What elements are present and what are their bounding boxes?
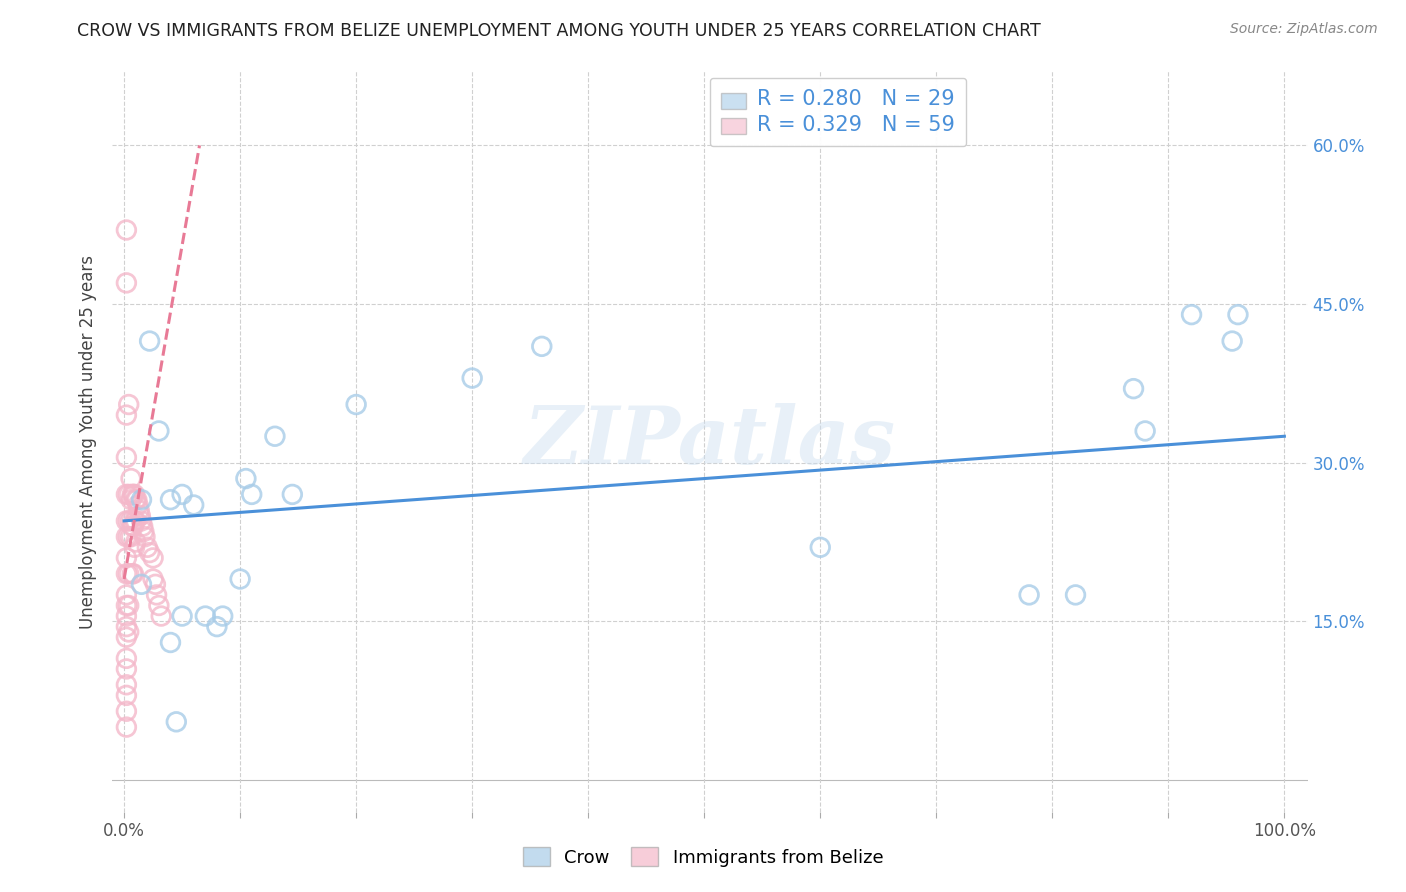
Point [115, 609, 138, 624]
Point [122, 519, 145, 533]
Point [115, 276, 138, 290]
Point [115, 588, 138, 602]
Y-axis label: Unemployment Among Youth under 25 years: Unemployment Among Youth under 25 years [79, 254, 97, 629]
Point [115, 720, 138, 734]
Point [1133, 424, 1156, 438]
Point [145, 588, 167, 602]
Point [211, 609, 233, 624]
Point [138, 334, 160, 348]
Point [344, 398, 367, 412]
Point [118, 514, 141, 528]
Point [122, 566, 145, 581]
Point [125, 514, 148, 528]
Point [124, 487, 146, 501]
Point [134, 530, 156, 544]
Point [125, 535, 148, 549]
Point [121, 566, 143, 581]
Point [115, 408, 138, 422]
Point [229, 572, 252, 586]
Point [115, 566, 138, 581]
Point [148, 424, 170, 438]
Point [115, 620, 138, 634]
Point [115, 514, 138, 528]
Point [121, 487, 143, 501]
Point [131, 492, 153, 507]
Point [142, 572, 165, 586]
Point [530, 339, 553, 353]
Point [125, 492, 148, 507]
Point [115, 630, 138, 644]
Point [145, 577, 167, 591]
Point [281, 487, 304, 501]
Point [118, 530, 141, 544]
Point [136, 541, 159, 555]
Point [194, 609, 217, 624]
Point [172, 609, 194, 624]
Point [115, 223, 138, 237]
Point [808, 541, 831, 555]
Point [128, 503, 150, 517]
Point [115, 678, 138, 692]
Point [150, 609, 173, 624]
Point [148, 599, 170, 613]
Point [118, 566, 141, 581]
Point [115, 550, 138, 565]
Point [131, 519, 153, 533]
Point [124, 514, 146, 528]
Point [142, 550, 165, 565]
Point [138, 546, 160, 560]
Point [115, 599, 138, 613]
Point [121, 519, 143, 533]
Point [115, 450, 138, 465]
Point [115, 651, 138, 665]
Point [115, 530, 138, 544]
Point [125, 492, 148, 507]
Point [131, 577, 153, 591]
Point [122, 487, 145, 501]
Point [129, 508, 152, 523]
Text: ZIPatlas: ZIPatlas [524, 403, 896, 480]
Point [159, 492, 181, 507]
Text: Source: ZipAtlas.com: Source: ZipAtlas.com [1230, 22, 1378, 37]
Point [1122, 382, 1144, 396]
Point [131, 514, 153, 528]
Point [115, 689, 138, 703]
Point [120, 492, 142, 507]
Point [1018, 588, 1040, 602]
Point [1064, 588, 1087, 602]
Legend: Crow, Immigrants from Belize: Crow, Immigrants from Belize [516, 840, 890, 874]
Point [159, 635, 181, 649]
Point [235, 472, 257, 486]
Point [183, 498, 205, 512]
Point [264, 429, 287, 443]
Point [240, 487, 263, 501]
Point [118, 487, 141, 501]
Point [461, 371, 484, 385]
Point [132, 524, 155, 539]
Point [118, 599, 141, 613]
Text: CROW VS IMMIGRANTS FROM BELIZE UNEMPLOYMENT AMONG YOUTH UNDER 25 YEARS CORRELATI: CROW VS IMMIGRANTS FROM BELIZE UNEMPLOYM… [77, 22, 1040, 40]
Point [1220, 334, 1243, 348]
Point [120, 514, 142, 528]
Point [120, 530, 142, 544]
Point [115, 704, 138, 718]
Point [1180, 308, 1202, 322]
Point [124, 541, 146, 555]
Point [172, 487, 194, 501]
Point [118, 398, 141, 412]
Point [127, 498, 149, 512]
Point [115, 662, 138, 676]
Point [205, 620, 228, 634]
Point [165, 714, 187, 729]
Point [115, 487, 138, 501]
Legend: R = 0.280   N = 29, R = 0.329   N = 59: R = 0.280 N = 29, R = 0.329 N = 59 [710, 78, 966, 146]
Point [118, 624, 141, 639]
Point [1226, 308, 1249, 322]
Point [120, 472, 142, 486]
